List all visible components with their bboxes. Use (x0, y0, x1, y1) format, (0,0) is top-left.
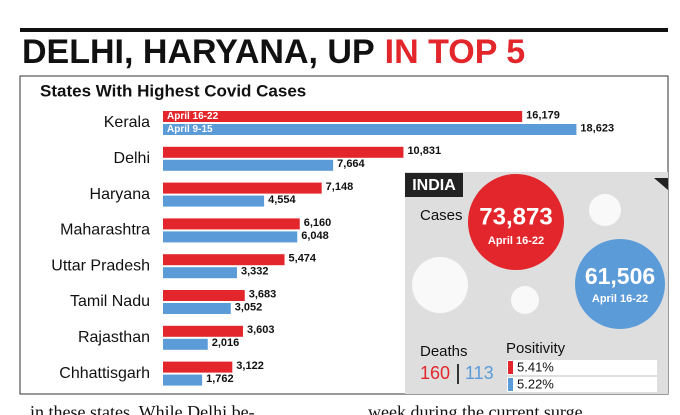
bar (163, 146, 404, 158)
bar (163, 290, 245, 301)
previous-cases-circle (575, 239, 665, 329)
value-label: 3,122 (236, 360, 264, 372)
category-label: Rajasthan (78, 329, 150, 346)
corner-mark (654, 178, 668, 190)
value-label: 6,048 (301, 230, 329, 242)
value-label: 10,831 (407, 145, 441, 157)
footer-text: week during the current surge (368, 402, 583, 415)
legend-label: April 9-15 (167, 124, 213, 135)
top-rule (20, 28, 668, 32)
bar (163, 231, 298, 243)
positivity-row (507, 360, 657, 375)
headline-highlight: IN TOP 5 (385, 33, 525, 71)
positivity-marker (508, 378, 513, 391)
category-label: Chhattisgarh (59, 365, 150, 382)
bar (163, 325, 243, 337)
inset-title-box (405, 173, 463, 197)
virus-icons (412, 194, 621, 314)
bar (163, 361, 233, 373)
value-label: 1,762 (206, 373, 234, 385)
value-label: 7,664 (337, 158, 365, 170)
category-label: Tamil Nadu (70, 293, 150, 310)
legend-label: April 16-22 (167, 111, 219, 122)
positivity-marker (508, 361, 513, 374)
category-label: Kerala (104, 114, 150, 131)
category-label: Uttar Pradesh (51, 257, 150, 274)
value-label: 4,554 (268, 194, 296, 206)
bar (163, 124, 577, 135)
current-period: April 16-22 (488, 235, 544, 247)
virus-icon (589, 194, 621, 226)
previous-period: April 16-22 (592, 293, 648, 305)
previous-cases: 61,506 (585, 263, 655, 289)
headline-main: DELHI, HARYANA, UP (22, 33, 375, 71)
value-label: 3,603 (247, 324, 275, 336)
positivity-label: Positivity (506, 340, 566, 357)
deaths-label: Deaths (420, 343, 468, 360)
value-label: 18,623 (580, 122, 614, 134)
india-inset: INDIA Cases 73,873 April 16-22 61,506 Ap… (405, 172, 668, 394)
bar (163, 111, 523, 122)
virus-icon (412, 257, 468, 313)
bar (163, 195, 265, 207)
headline: DELHI, HARYANA, UP IN TOP 5 (22, 33, 525, 71)
value-label: 2,016 (212, 337, 240, 349)
footer-text: in these states. While Delhi be- (30, 402, 255, 415)
positivity-row (507, 377, 657, 392)
bar (163, 303, 231, 314)
value-label: 16,179 (526, 109, 560, 121)
cases-label: Cases (420, 207, 463, 224)
bar (163, 267, 237, 279)
value-label: 3,052 (235, 301, 263, 313)
inset-title: INDIA (412, 177, 456, 194)
deaths-current: 160 (420, 363, 450, 383)
chart-title: States With Highest Covid Cases (40, 81, 306, 100)
value-label: 6,160 (304, 217, 332, 229)
deaths-separator (457, 364, 459, 384)
value-label: 3,332 (241, 266, 269, 278)
category-label: Maharashtra (60, 222, 150, 239)
bar (163, 159, 334, 171)
virus-icon (511, 286, 539, 314)
value-label: 3,683 (249, 288, 277, 300)
bars: Kerala 16,179 April 16-22 18,623 April 9-15 D… (51, 109, 614, 386)
value-label: 5,474 (289, 253, 317, 265)
current-cases: 73,873 (479, 203, 552, 230)
bar (163, 374, 203, 386)
positivity-current: 5.41% (517, 359, 554, 374)
value-label: 7,148 (326, 181, 354, 193)
positivity-previous: 5.22% (517, 376, 554, 391)
category-label: Haryana (90, 186, 151, 203)
bar (163, 182, 322, 194)
bar (163, 254, 285, 266)
bar (163, 338, 208, 350)
category-label: Delhi (114, 150, 150, 167)
bar (163, 218, 300, 230)
current-cases-circle (468, 174, 564, 270)
deaths-previous: 113 (465, 363, 494, 383)
